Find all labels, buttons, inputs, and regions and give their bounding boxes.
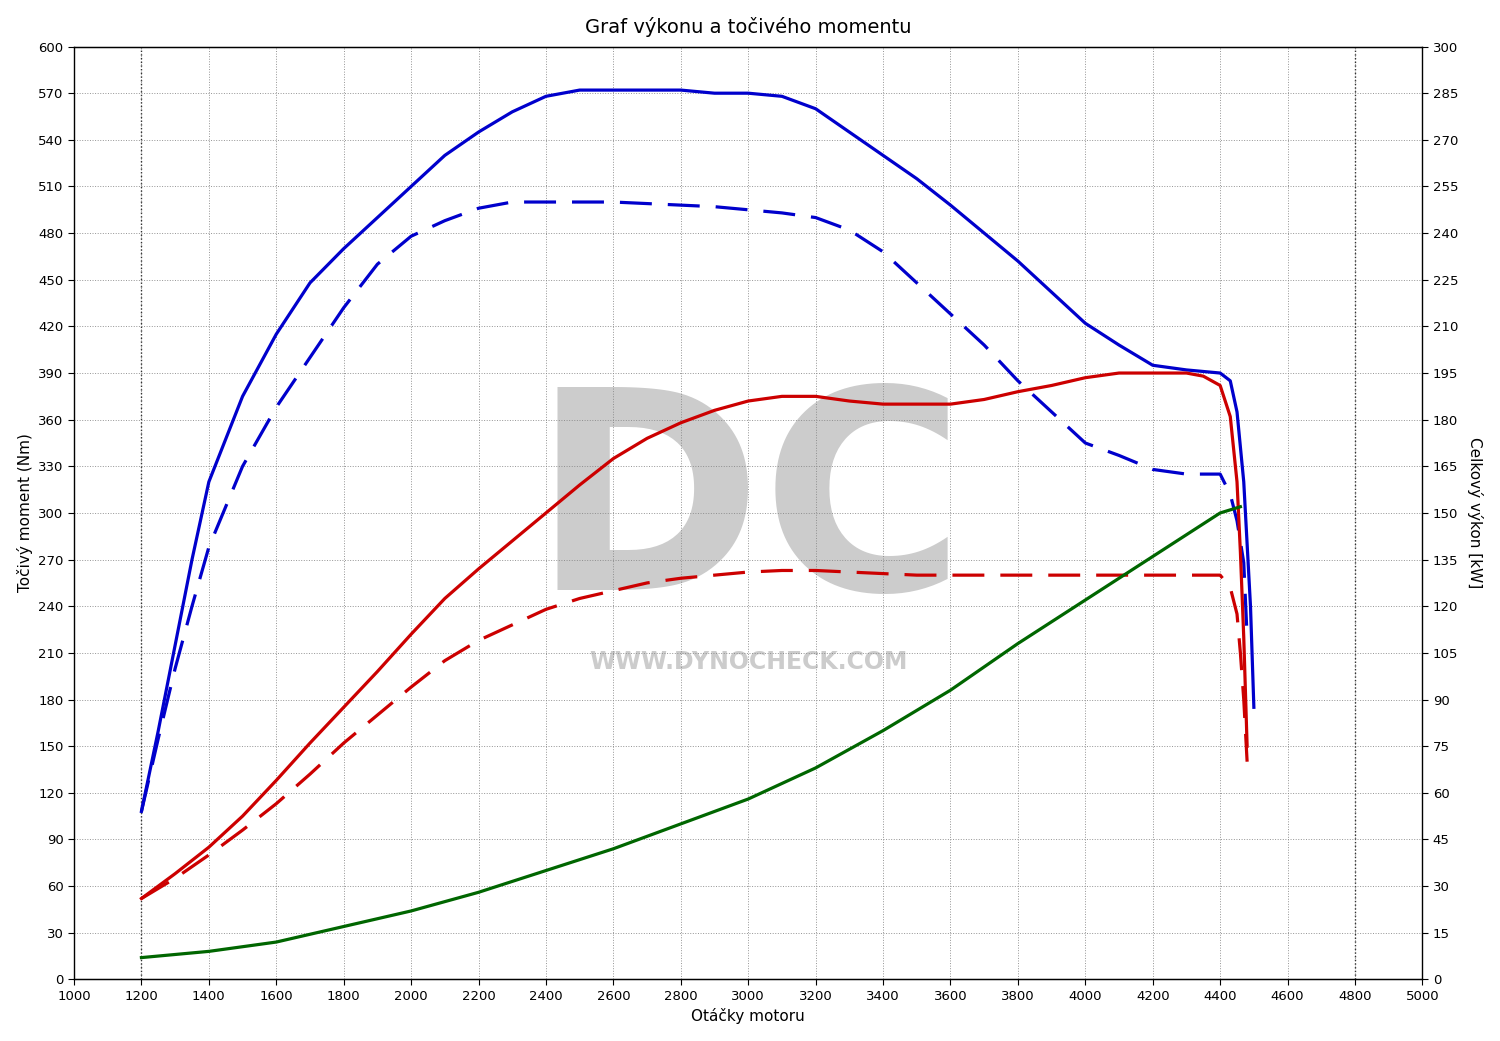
Y-axis label: Točivý moment (Nm): Točivý moment (Nm) [16,433,33,592]
Title: Graf výkonu a točivého momentu: Graf výkonu a točivého momentu [585,17,912,36]
Y-axis label: Celkový výkon [kW]: Celkový výkon [kW] [1467,437,1484,588]
X-axis label: Otáčky motoru: Otáčky motoru [692,1009,806,1024]
Text: DC: DC [531,378,966,648]
Text: WWW.DYNOCHECK.COM: WWW.DYNOCHECK.COM [590,651,908,675]
